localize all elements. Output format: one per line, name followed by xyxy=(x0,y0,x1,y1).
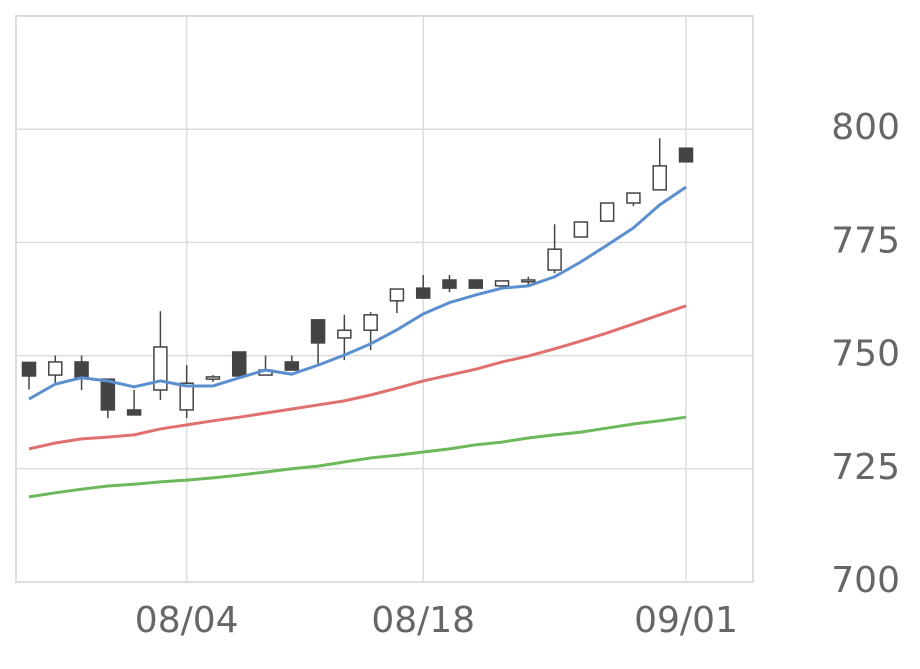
y-tick-label: 725 xyxy=(831,447,900,488)
candle-body xyxy=(573,221,589,238)
y-tick-label: 750 xyxy=(831,334,900,375)
candle-body xyxy=(48,361,63,376)
candle-body xyxy=(231,351,247,377)
candle-body xyxy=(310,319,326,344)
candle-body xyxy=(494,280,510,287)
candle-body xyxy=(415,287,431,299)
candle-body xyxy=(126,409,142,416)
candle-body xyxy=(21,361,37,377)
candle-body xyxy=(100,378,116,411)
candle-body xyxy=(337,329,352,339)
candle-body xyxy=(179,382,194,411)
y-tick-label: 700 xyxy=(831,560,900,601)
candle-body xyxy=(521,279,536,283)
candle-body xyxy=(363,314,378,331)
candle-body xyxy=(468,279,484,289)
candle-body xyxy=(153,346,168,391)
candle-body xyxy=(678,147,694,163)
candle-body xyxy=(442,279,457,289)
candle-body xyxy=(626,192,641,204)
moving-average-line xyxy=(28,415,687,499)
x-tick-label: 08/18 xyxy=(371,600,475,641)
candle-body xyxy=(284,361,300,371)
candle-body xyxy=(547,248,562,271)
candle-body xyxy=(652,165,667,191)
x-tick-label: 08/04 xyxy=(135,600,239,641)
y-tick-label: 775 xyxy=(831,220,900,261)
candle-body xyxy=(205,376,221,380)
y-tick-label: 800 xyxy=(831,107,900,148)
candle-body xyxy=(389,288,405,302)
moving-average-line xyxy=(28,304,687,451)
x-tick-label: 09/01 xyxy=(634,600,738,641)
plot-frame xyxy=(15,15,754,583)
moving-average-line xyxy=(28,185,687,401)
candle-body xyxy=(599,202,615,222)
candle-body xyxy=(74,361,89,379)
